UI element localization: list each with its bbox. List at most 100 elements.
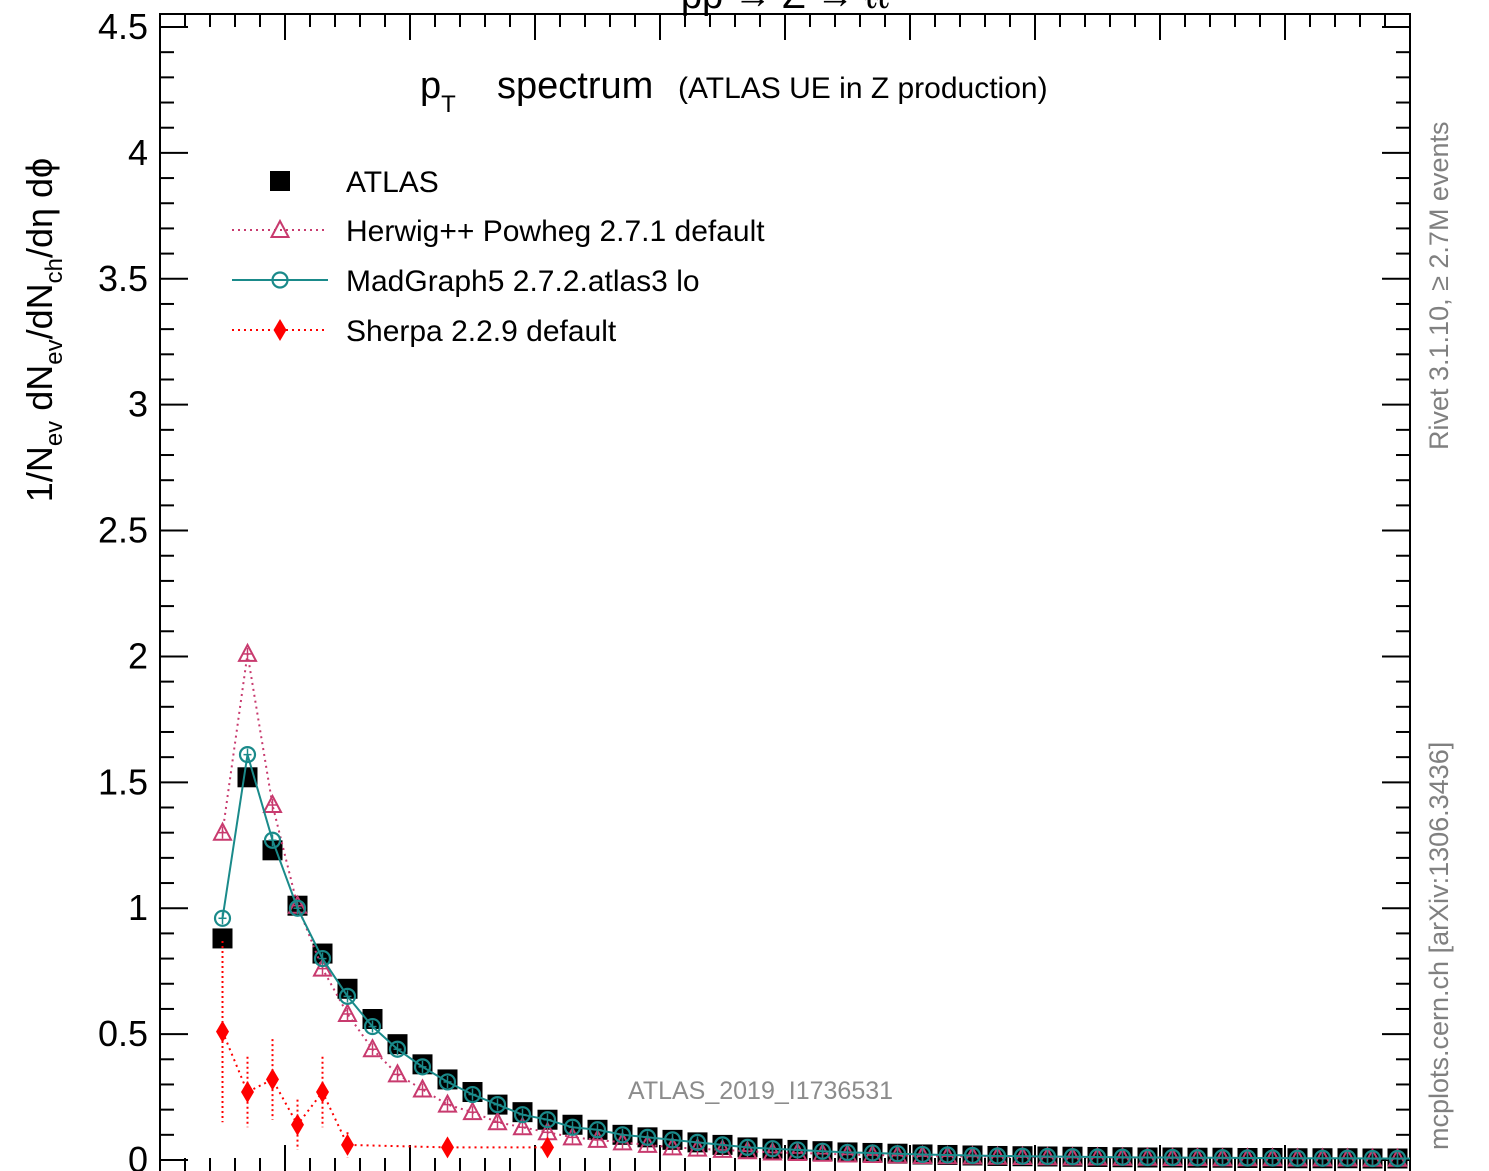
series-3 [216, 940, 554, 1159]
data-point [1338, 1149, 1357, 1167]
data-point [413, 1058, 432, 1076]
data-point [1413, 1148, 1433, 1168]
y-tick-label: 1 [128, 887, 148, 928]
data-point [712, 1138, 733, 1158]
data-point [263, 831, 282, 849]
data-point [588, 1121, 607, 1139]
data-point [262, 793, 283, 813]
data-point [1415, 1151, 1430, 1166]
legend-marker [269, 218, 291, 238]
data-point [463, 1085, 482, 1104]
side-label-top: Rivet 3.1.10, ≥ 2.7M events [1424, 122, 1454, 450]
data-point [462, 1101, 483, 1121]
data-point [838, 1143, 857, 1162]
data-point [1038, 1147, 1057, 1166]
y-tick-label: 3 [128, 384, 148, 425]
data-point [338, 987, 357, 1005]
data-point [512, 1116, 533, 1136]
series-2 [213, 746, 1430, 1168]
legend-marker [271, 271, 289, 289]
legend-marker [270, 171, 290, 191]
data-point [737, 1140, 758, 1160]
data-point [438, 1073, 457, 1091]
data-point [488, 1096, 507, 1114]
legend-label: ATLAS [346, 166, 439, 199]
y-tick-label: 4 [128, 132, 148, 173]
legend-label: Herwig++ Powheg 2.7.1 default [346, 215, 765, 248]
series-layer [212, 642, 1458, 1169]
data-point [1113, 1148, 1132, 1166]
data-point [863, 1144, 882, 1162]
data-point [1188, 1149, 1207, 1167]
legend-item: MadGraph5 2.7.2.atlas3 lo [232, 265, 700, 298]
data-point [316, 1081, 329, 1104]
data-point [763, 1140, 782, 1158]
data-point [1388, 1149, 1407, 1168]
data-point [812, 1142, 833, 1162]
data-point [613, 1126, 632, 1144]
data-point [538, 1111, 557, 1129]
svg-text:spectrum: spectrum [497, 65, 653, 107]
data-point [587, 1128, 608, 1148]
data-point [513, 1106, 532, 1124]
data-point [813, 1142, 832, 1160]
legend-marker [273, 319, 287, 341]
data-point [1313, 1149, 1332, 1167]
data-point [541, 1136, 554, 1159]
y-tick-label: 2 [128, 635, 148, 676]
data-point [216, 1020, 229, 1043]
y-tick-label: 0 [128, 1139, 148, 1171]
data-point [238, 746, 257, 764]
data-point [1138, 1148, 1157, 1167]
data-point [713, 1136, 732, 1154]
data-point [688, 1133, 707, 1151]
data-point [1414, 1150, 1431, 1166]
y-tick-label: 1.5 [98, 761, 148, 802]
data-point [888, 1145, 907, 1163]
data-point [437, 1093, 458, 1113]
data-point [363, 1017, 382, 1036]
analysis-watermark: ATLAS_2019_I1736531 [628, 1077, 893, 1105]
data-point [762, 1141, 783, 1161]
data-point [1439, 1150, 1456, 1166]
legend-item: ATLAS [270, 166, 439, 199]
data-point [1263, 1149, 1282, 1167]
data-point [266, 1068, 279, 1091]
legend-label: Sherpa 2.2.9 default [346, 315, 617, 348]
svg-text:pT: pT [420, 65, 456, 118]
y-tick-label: 0.5 [98, 1013, 148, 1054]
data-point [441, 1136, 454, 1159]
side-label-bottom: mcplots.cern.ch [arXiv:1306.3436] [1424, 742, 1454, 1150]
data-point [788, 1141, 807, 1159]
data-point [938, 1146, 957, 1164]
data-point [487, 1111, 508, 1131]
data-point [563, 1118, 582, 1136]
data-point [412, 1078, 433, 1098]
data-point [1063, 1148, 1082, 1166]
legend: ATLAS Herwig++ Powheg 2.7.1 default MadGra… [232, 166, 765, 348]
top-caption: pp → Z → ℓℓ [681, 0, 889, 17]
y-tick-label: 3.5 [98, 258, 148, 299]
data-point [1438, 1149, 1458, 1169]
y-axis: 0 0.5 1 1.5 2 2.5 3 3.5 4 4.5 [98, 6, 1410, 1171]
data-point [337, 1002, 358, 1022]
data-point [1288, 1149, 1307, 1167]
data-point [213, 909, 232, 927]
svg-text:1/Nev dNev/dNch/dη dϕ: 1/Nev dNev/dNch/dη dϕ [19, 158, 68, 502]
data-point [1088, 1148, 1107, 1166]
data-point [362, 1038, 383, 1058]
data-point [1238, 1149, 1257, 1167]
y-axis-label: 1/Nev dNev/dNch/dη dϕ [19, 158, 68, 502]
series-0 [212, 767, 1458, 1169]
data-point [1213, 1149, 1232, 1167]
x-axis [159, 14, 1411, 1171]
data-point [212, 821, 233, 841]
legend-item: Herwig++ Powheg 2.7.1 default [232, 215, 765, 248]
series-line [221, 754, 1410, 1160]
data-point [562, 1126, 583, 1146]
data-point [1013, 1147, 1032, 1165]
data-point [988, 1147, 1007, 1165]
data-point [288, 899, 307, 917]
data-point [663, 1131, 682, 1149]
